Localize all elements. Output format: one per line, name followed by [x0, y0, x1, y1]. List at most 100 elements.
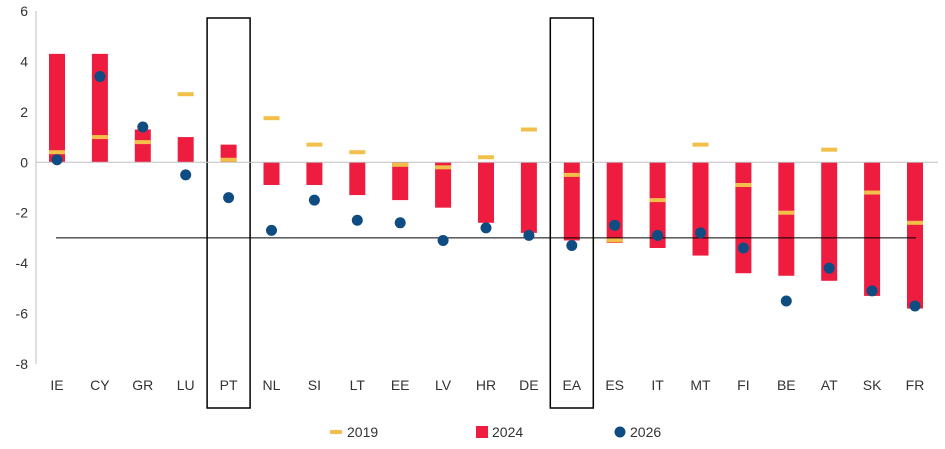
bar-2024-it: [649, 162, 666, 249]
marker-2026-sk: [866, 285, 878, 297]
marker-2019-mt: [692, 142, 709, 147]
legend-label-2019: 2019: [347, 424, 378, 440]
marker-2026-lv: [437, 234, 449, 246]
x-tick-label: GR: [132, 377, 153, 393]
bar-2024-mt: [692, 162, 709, 256]
marker-2026-at: [823, 262, 835, 274]
legend-swatch-2026: [614, 426, 626, 438]
bar-2024-es: [606, 162, 623, 243]
highlight-box-ea: [549, 17, 595, 409]
marker-2026-si: [308, 194, 320, 206]
legend-label-2026: 2026: [630, 424, 661, 440]
x-tick-label: HR: [476, 377, 496, 393]
series-2019-markers: [49, 92, 923, 243]
y-tick-label: 6: [20, 3, 28, 19]
bar-2024-sk: [864, 162, 881, 296]
x-tick-label: BE: [777, 377, 796, 393]
marker-2026-lt: [351, 214, 363, 226]
x-tick-label: CY: [90, 377, 110, 393]
marker-2026-ie: [51, 154, 63, 166]
series-2026-markers: [51, 71, 921, 312]
bar-2024-si: [306, 162, 323, 185]
bar-2024-fi: [735, 162, 752, 274]
x-tick-label: AT: [821, 377, 838, 393]
marker-2026-hr: [480, 222, 492, 234]
y-tick-label: -8: [16, 356, 29, 372]
bar-2024-at: [821, 162, 838, 281]
marker-2019-lt: [349, 150, 366, 155]
marker-2019-it: [649, 198, 666, 203]
bar-2024-be: [778, 162, 795, 276]
series-2024-bars: [49, 53, 923, 309]
bar-2024-hr: [478, 162, 494, 223]
highlight-boxes: [206, 17, 595, 409]
x-tick-label: EA: [562, 377, 581, 393]
legend: 2019 2024 2026: [330, 424, 661, 440]
marker-2026-fr: [909, 300, 921, 312]
marker-2019-fi: [735, 182, 752, 187]
x-tick-label: LT: [350, 377, 366, 393]
marker-2019-ee: [392, 162, 409, 167]
marker-2026-nl: [266, 224, 277, 236]
x-tick-label: IT: [651, 377, 664, 393]
x-tick-label: LU: [177, 377, 195, 393]
marker-2026-cy: [94, 71, 106, 83]
marker-2019-es: [606, 238, 623, 243]
marker-2026-mt: [695, 227, 706, 239]
marker-2019-cy: [91, 135, 108, 140]
marker-2019-fr: [907, 220, 923, 225]
marker-2019-at: [821, 147, 838, 152]
bar-2024-cy: [91, 53, 108, 163]
bar-2024-gr: [134, 129, 151, 163]
y-tick-label: 4: [20, 53, 28, 69]
marker-2026-be: [780, 295, 792, 307]
y-axis: -8 -6 -4 -2 0 2 4 6: [16, 3, 29, 372]
legend-swatch-2024: [476, 426, 488, 438]
marker-2026-de: [523, 229, 535, 241]
y-tick-label: 2: [20, 104, 28, 120]
marker-2019-be: [778, 210, 795, 215]
bar-2024-lu: [177, 137, 194, 163]
bar-2024-de: [520, 162, 537, 233]
y-tick-label: -4: [16, 255, 29, 271]
marker-2019-gr: [134, 140, 151, 145]
x-tick-label: FI: [737, 377, 749, 393]
x-tick-label: ES: [605, 377, 624, 393]
marker-2026-ee: [394, 217, 406, 229]
bar-2024-ea: [563, 162, 580, 241]
marker-2026-ea: [566, 239, 578, 251]
x-tick-label: LV: [435, 377, 452, 393]
x-tick-label: PT: [220, 377, 238, 393]
marker-2026-gr: [137, 121, 149, 133]
marker-2026-pt: [223, 192, 235, 204]
x-tick-label: EE: [391, 377, 410, 393]
bar-2024-lt: [349, 162, 366, 196]
x-tick-label: SK: [863, 377, 882, 393]
y-tick-label: -6: [16, 306, 29, 322]
x-tick-label: DE: [519, 377, 538, 393]
marker-2026-es: [609, 219, 621, 231]
marker-2019-nl: [263, 116, 280, 121]
x-tick-label: IE: [50, 377, 63, 393]
marker-2019-ea: [563, 172, 580, 177]
marker-2019-si: [306, 142, 323, 147]
marker-2019-pt: [220, 157, 237, 162]
x-tick-label: SI: [308, 377, 321, 393]
x-tick-label: FR: [906, 377, 925, 393]
x-tick-label: NL: [263, 377, 281, 393]
marker-2026-fi: [737, 242, 749, 254]
bar-2024-nl: [263, 162, 280, 185]
bar-2024-fr: [907, 162, 923, 309]
marker-2019-ie: [49, 150, 65, 155]
bar-2024-ee: [392, 162, 409, 201]
y-tick-label: 0: [20, 154, 28, 170]
y-tick-label: -2: [16, 205, 29, 221]
highlight-box-pt: [206, 17, 251, 409]
bar-2024-ie: [49, 53, 65, 163]
marker-2026-lu: [180, 169, 192, 181]
legend-swatch-2019: [330, 430, 342, 434]
x-tick-label: MT: [690, 377, 711, 393]
marker-2019-de: [520, 127, 537, 132]
marker-2019-lv: [435, 165, 452, 170]
